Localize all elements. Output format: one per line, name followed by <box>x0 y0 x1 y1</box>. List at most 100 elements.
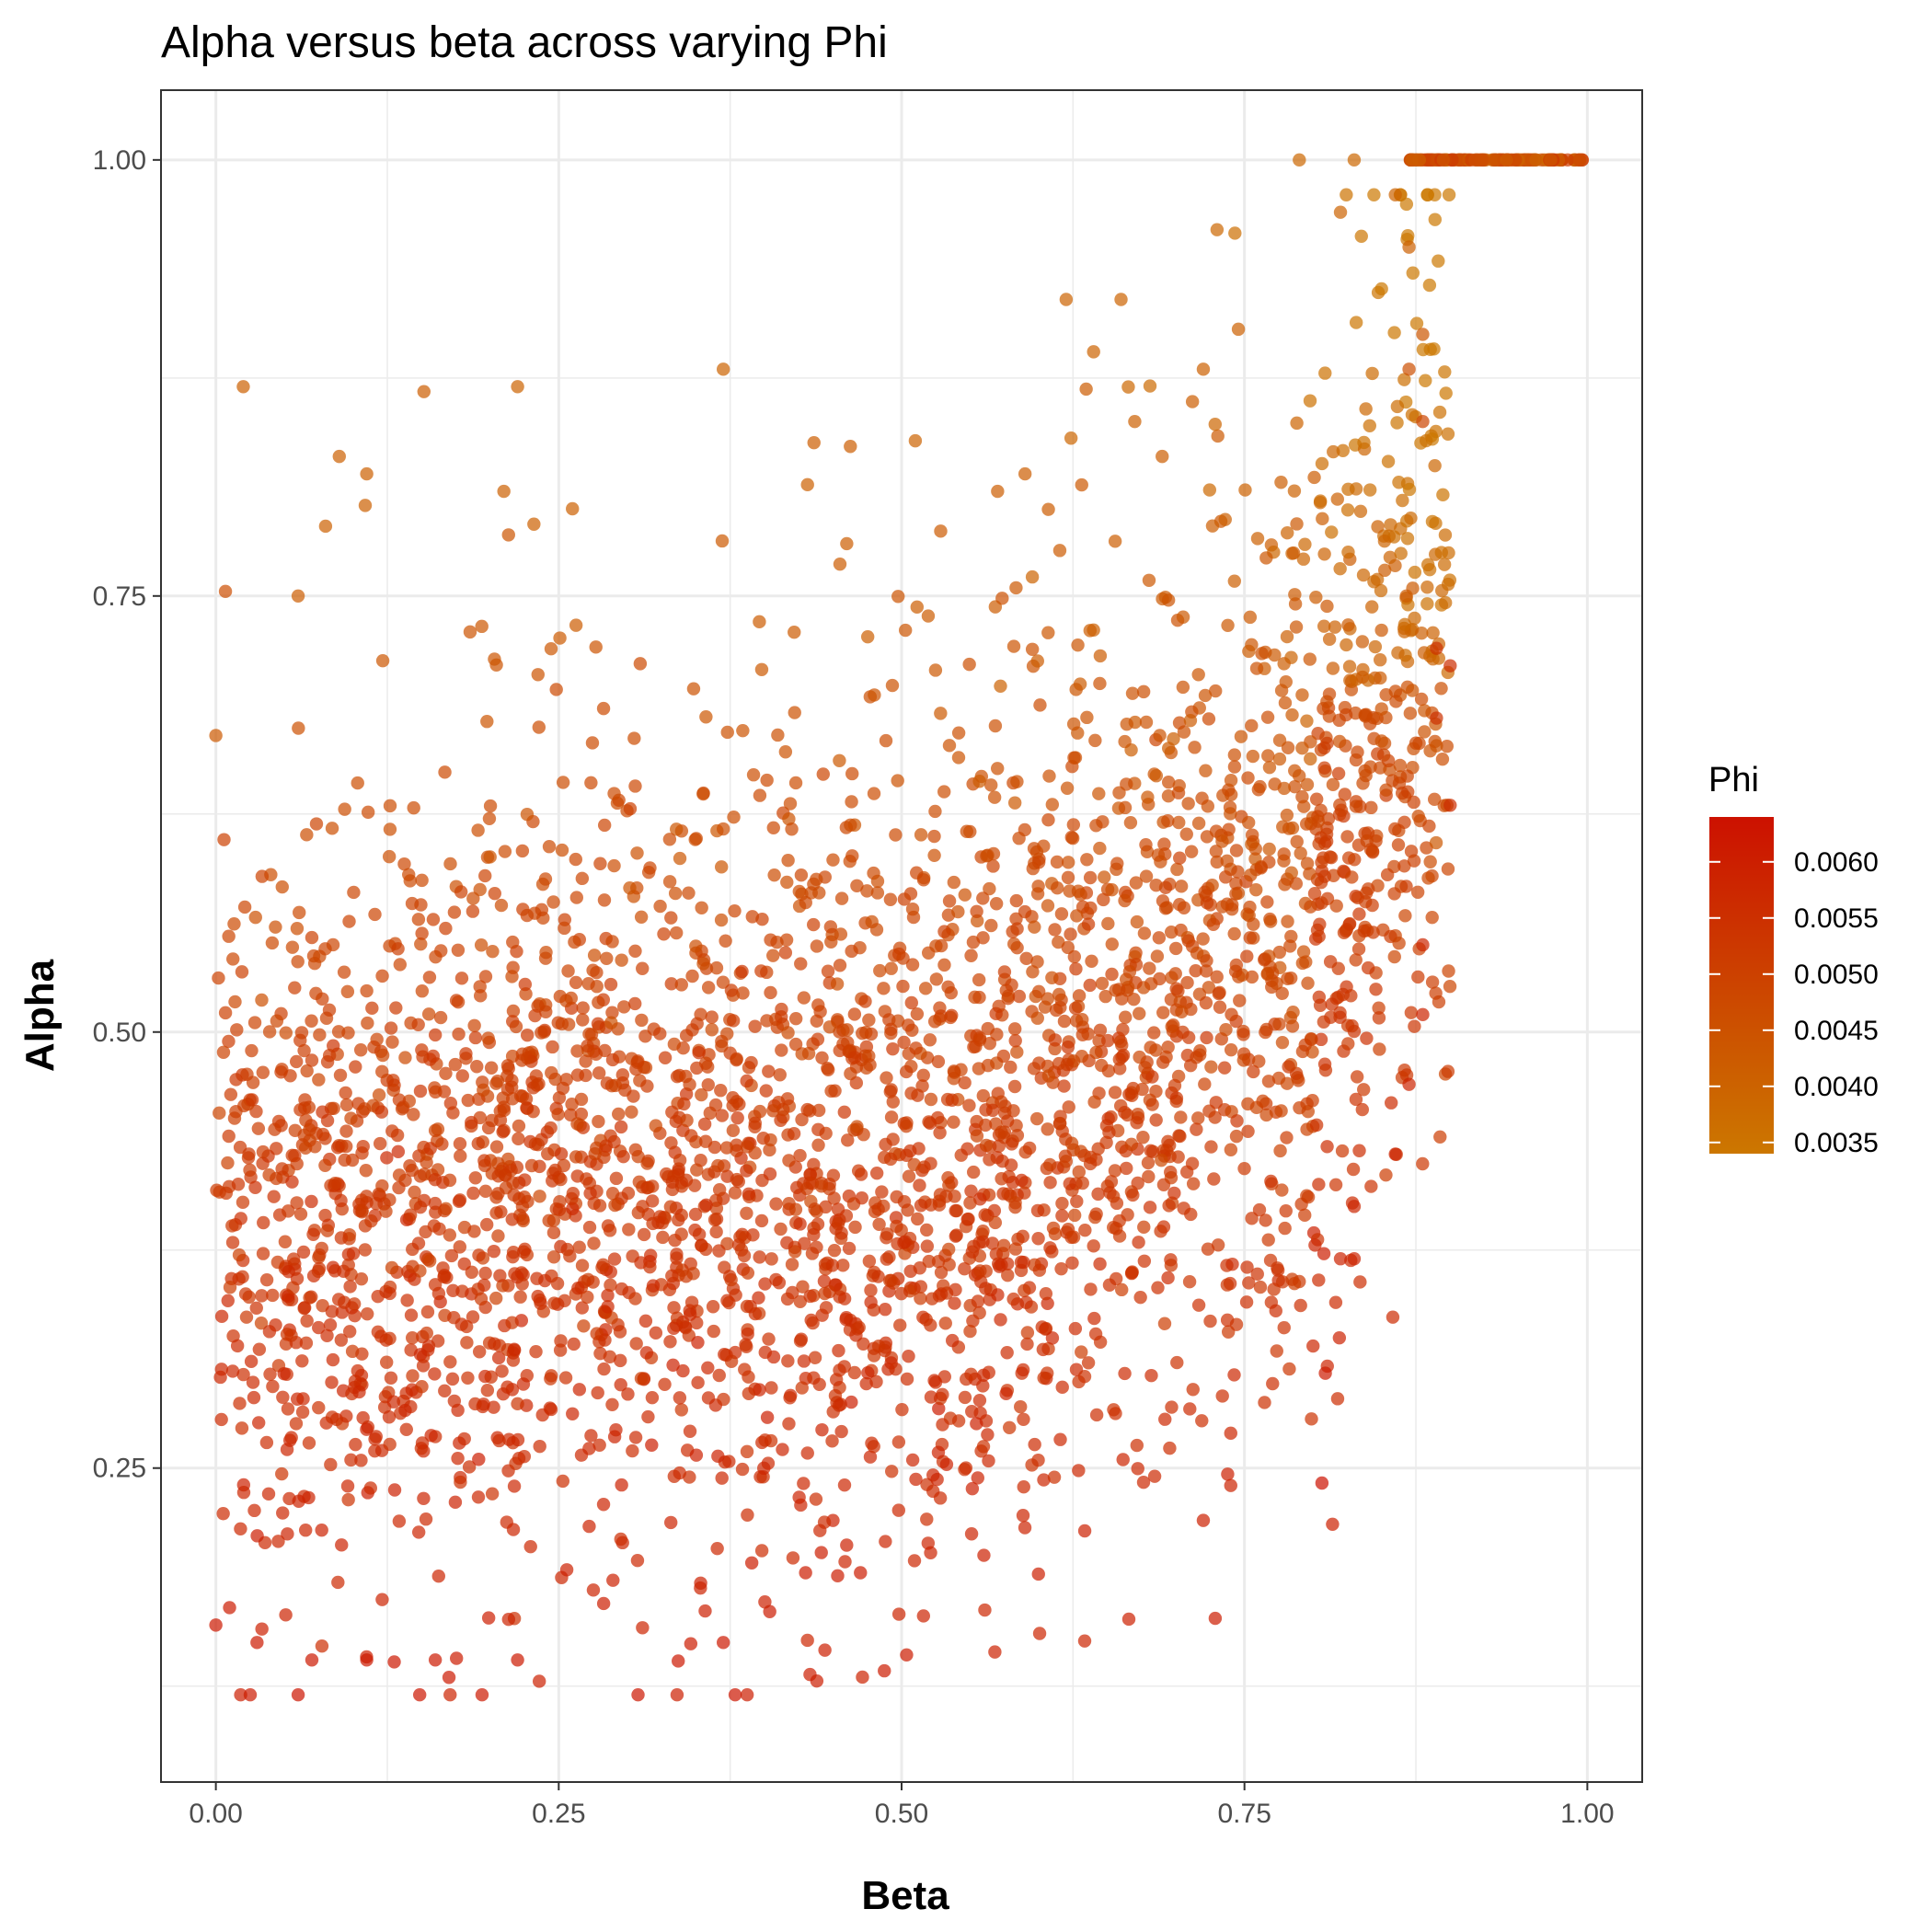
data-point <box>477 1278 491 1293</box>
data-point <box>281 1527 294 1541</box>
data-point <box>1286 1006 1300 1019</box>
data-point <box>973 1192 987 1206</box>
data-point <box>1349 953 1363 967</box>
data-point <box>598 1333 612 1347</box>
data-point <box>1132 1236 1145 1249</box>
data-point <box>840 1538 854 1552</box>
data-point <box>489 1206 503 1220</box>
data-point <box>970 1129 984 1143</box>
data-point <box>296 1392 310 1406</box>
data-point <box>233 1397 247 1410</box>
data-point <box>757 1461 771 1476</box>
data-point <box>758 1433 772 1447</box>
data-point <box>860 629 875 644</box>
data-point <box>694 1007 707 1021</box>
data-point <box>987 790 1002 804</box>
data-point <box>1259 1213 1272 1227</box>
data-point <box>1317 1247 1331 1260</box>
data-point <box>605 1397 619 1412</box>
data-point <box>309 817 324 831</box>
data-point <box>1384 1096 1398 1110</box>
data-point <box>298 1524 313 1537</box>
data-point <box>254 1316 269 1330</box>
data-point <box>587 949 602 962</box>
data-point <box>259 1435 274 1450</box>
data-point <box>1075 1049 1089 1064</box>
data-point <box>457 1257 471 1271</box>
data-point <box>512 1452 526 1466</box>
data-point <box>758 1595 772 1609</box>
data-point <box>764 933 777 947</box>
data-point <box>1182 1275 1197 1289</box>
data-point <box>714 1084 728 1098</box>
data-point <box>244 1354 259 1369</box>
data-point <box>1318 366 1332 380</box>
data-point <box>1381 454 1396 468</box>
data-point <box>1284 929 1298 944</box>
data-point <box>951 751 966 765</box>
data-point <box>1392 937 1406 950</box>
data-point <box>1296 552 1311 566</box>
data-point <box>994 679 1007 694</box>
data-point <box>780 875 794 890</box>
data-point <box>932 1198 947 1212</box>
data-point <box>1290 517 1304 531</box>
data-point <box>871 1270 885 1283</box>
data-point <box>1426 626 1440 640</box>
data-point <box>1391 646 1405 660</box>
data-point <box>532 1674 546 1688</box>
data-point <box>1042 769 1056 783</box>
data-point <box>870 874 885 889</box>
data-point <box>929 972 944 986</box>
data-point <box>859 1376 873 1391</box>
data-point <box>1015 1173 1029 1188</box>
data-point <box>334 1193 348 1208</box>
data-point <box>1186 1383 1200 1397</box>
data-point <box>1275 1183 1289 1197</box>
data-point <box>1419 433 1433 448</box>
data-point <box>673 1153 687 1167</box>
data-point <box>472 1453 486 1466</box>
data-point <box>478 868 492 883</box>
data-point <box>312 1320 326 1335</box>
data-point <box>506 935 520 949</box>
data-point <box>1225 1007 1238 1021</box>
data-point <box>342 914 356 928</box>
data-point <box>1150 949 1165 963</box>
data-point <box>1041 1122 1054 1136</box>
data-point <box>608 1198 622 1213</box>
data-point <box>1103 1186 1117 1200</box>
data-point <box>806 1316 820 1330</box>
data-point <box>889 1362 903 1376</box>
data-point <box>639 1346 654 1360</box>
data-point <box>754 662 769 676</box>
data-point <box>636 1200 650 1213</box>
data-point <box>1309 1118 1324 1133</box>
data-point <box>826 1405 840 1419</box>
data-point <box>1353 1275 1367 1289</box>
data-point <box>1051 881 1064 895</box>
data-point <box>278 1235 293 1248</box>
data-point <box>1313 917 1327 931</box>
data-point <box>649 1326 663 1340</box>
data-point <box>1262 855 1276 869</box>
data-point <box>1191 816 1206 831</box>
data-point <box>391 1144 406 1159</box>
data-point <box>1016 1363 1030 1377</box>
data-point <box>988 1215 1003 1230</box>
data-point <box>478 1266 492 1281</box>
data-point <box>566 1407 580 1420</box>
data-point <box>937 958 951 972</box>
data-point <box>673 1391 687 1405</box>
data-point <box>756 1131 770 1145</box>
data-point <box>361 1016 374 1030</box>
data-point <box>1139 869 1154 883</box>
data-point <box>1280 808 1294 822</box>
data-point <box>1009 912 1023 926</box>
data-point <box>899 1064 914 1079</box>
data-point <box>1416 1007 1430 1022</box>
data-point <box>1195 1414 1209 1428</box>
data-point <box>1165 971 1179 984</box>
data-point <box>354 1271 369 1286</box>
